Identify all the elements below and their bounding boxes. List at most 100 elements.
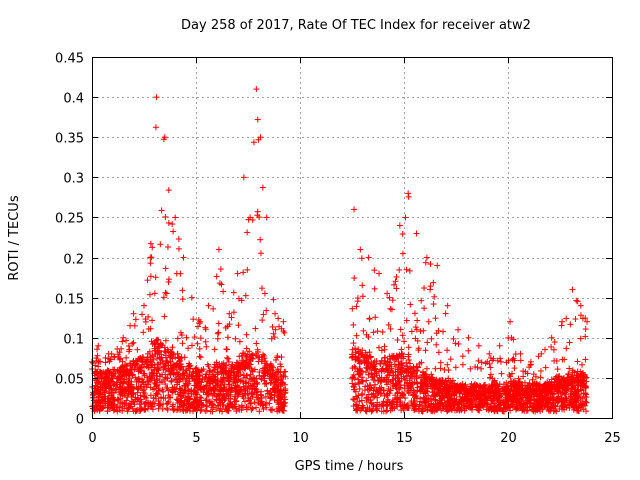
data-point — [349, 305, 356, 312]
data-point — [568, 401, 575, 408]
data-point — [177, 270, 184, 277]
data-point — [254, 208, 261, 215]
data-point — [363, 353, 370, 360]
data-point — [535, 405, 542, 412]
data-point — [225, 355, 232, 362]
data-point — [392, 278, 399, 285]
data-point — [160, 294, 167, 301]
data-point — [356, 398, 363, 405]
data-point — [120, 334, 127, 341]
data-point — [389, 401, 396, 408]
data-point — [169, 344, 176, 351]
data-point — [269, 323, 276, 330]
data-point — [583, 374, 590, 381]
data-point — [403, 359, 410, 366]
data-point — [195, 376, 202, 383]
data-point — [405, 190, 412, 197]
data-point — [429, 381, 436, 388]
data-point — [368, 399, 375, 406]
data-point — [437, 380, 444, 387]
data-point — [216, 395, 223, 402]
data-point — [405, 383, 412, 390]
data-point — [160, 388, 167, 395]
data-point — [464, 396, 471, 403]
data-point — [487, 387, 494, 394]
data-point — [432, 315, 439, 322]
data-point — [202, 397, 209, 404]
data-point — [411, 310, 418, 317]
data-point — [191, 334, 198, 341]
data-point — [355, 350, 362, 357]
data-point — [171, 362, 178, 369]
data-point — [257, 250, 264, 257]
data-point — [487, 395, 494, 402]
data-point — [350, 321, 357, 328]
data-point — [114, 408, 121, 415]
data-point — [174, 397, 181, 404]
data-point — [160, 363, 167, 370]
data-point — [268, 335, 275, 342]
y-tick-label: 0.35 — [55, 132, 84, 147]
data-point — [147, 260, 154, 267]
data-point — [274, 354, 281, 361]
data-point — [194, 340, 201, 347]
data-point — [357, 246, 364, 253]
data-point — [147, 377, 154, 384]
data-point — [219, 408, 226, 415]
data-point — [208, 400, 215, 407]
data-point — [180, 390, 187, 397]
data-point — [225, 393, 232, 400]
data-point — [235, 376, 242, 383]
data-point — [396, 378, 403, 385]
data-point — [98, 370, 105, 377]
data-point — [153, 390, 160, 397]
data-point — [577, 312, 584, 319]
data-point — [167, 394, 174, 401]
data-point — [548, 343, 555, 350]
data-point — [196, 353, 203, 360]
data-point — [371, 361, 378, 368]
data-point — [436, 399, 443, 406]
data-point — [397, 384, 404, 391]
data-point — [510, 355, 517, 362]
data-point — [263, 307, 270, 314]
data-point — [125, 342, 132, 349]
data-point — [402, 214, 409, 221]
data-point — [384, 290, 391, 297]
data-point — [354, 368, 361, 375]
data-point — [251, 381, 258, 388]
data-point — [153, 376, 160, 383]
data-point — [177, 375, 184, 382]
data-point — [567, 400, 574, 407]
data-point — [571, 398, 578, 405]
data-point — [209, 408, 216, 415]
data-point — [165, 187, 172, 194]
data-point — [547, 403, 554, 410]
data-point — [280, 328, 287, 335]
data-point — [459, 353, 466, 360]
data-point — [272, 310, 279, 317]
data-point — [538, 350, 545, 357]
data-point — [395, 358, 402, 365]
data-point — [574, 298, 581, 305]
data-point — [95, 342, 102, 349]
data-point — [565, 371, 572, 378]
data-point — [238, 402, 245, 409]
data-point — [482, 390, 489, 397]
data-point — [573, 404, 580, 411]
data-point — [376, 374, 383, 381]
data-point — [569, 286, 576, 293]
data-point — [550, 346, 557, 353]
data-point — [249, 355, 256, 362]
data-point — [154, 345, 161, 352]
data-point — [462, 402, 469, 409]
data-point — [213, 379, 220, 386]
data-point — [359, 378, 366, 385]
data-point — [158, 207, 165, 214]
data-point — [529, 376, 536, 383]
data-point — [210, 305, 217, 312]
data-point — [452, 364, 459, 371]
data-point — [253, 389, 260, 396]
data-point — [350, 340, 357, 347]
data-point — [541, 346, 548, 353]
